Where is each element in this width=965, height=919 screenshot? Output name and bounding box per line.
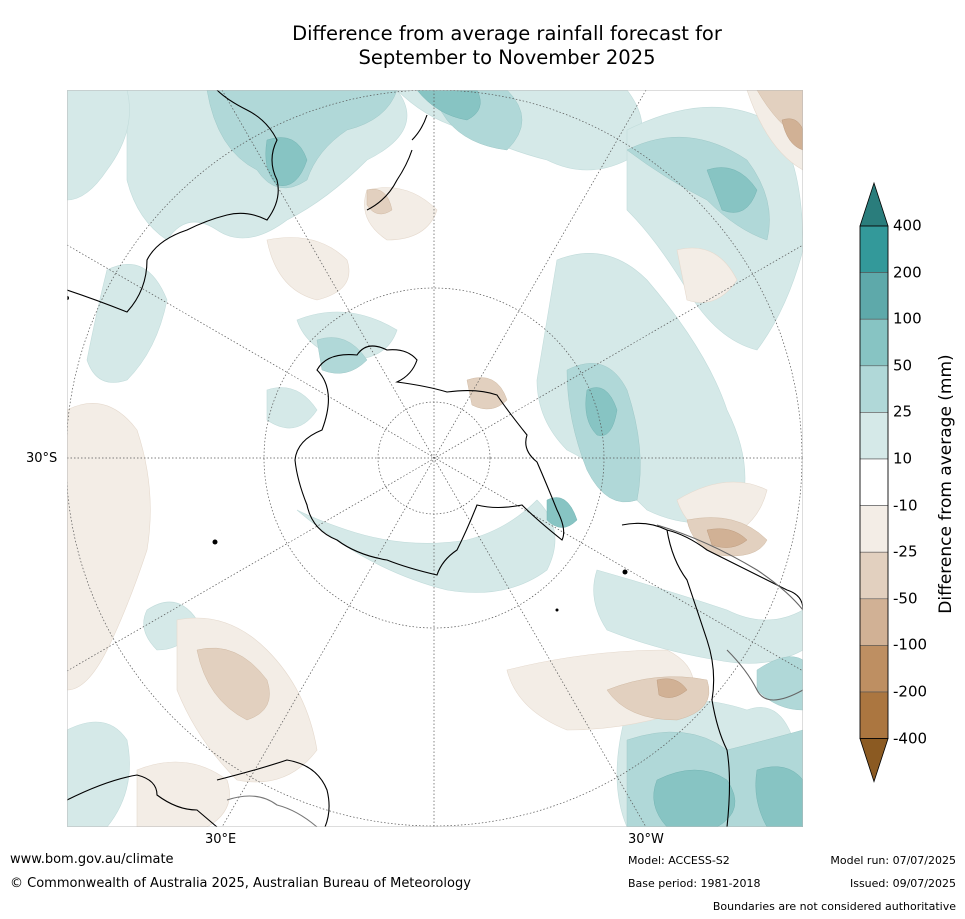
anomaly-wet-strong xyxy=(265,90,803,827)
colorbar-tick-label: -10 xyxy=(893,496,918,515)
south-america-border xyxy=(656,524,803,701)
disclaimer-text: Boundaries are not considered authoritat… xyxy=(712,900,956,913)
lat-label-30s: 30°S xyxy=(26,451,58,466)
colorbar xyxy=(856,180,965,784)
colorbar-band xyxy=(859,598,889,646)
model-run-text: Model run: 07/07/2025 xyxy=(830,854,956,867)
colorbar-band xyxy=(859,505,889,553)
colorbar-band xyxy=(859,272,889,320)
graticule xyxy=(67,90,803,827)
colorbar-band xyxy=(859,318,889,367)
colorbar-tick-label: 50 xyxy=(893,356,913,375)
africa-coastline xyxy=(67,759,330,827)
issued-text: Issued: 09/07/2025 xyxy=(849,877,956,890)
colorbar-extend-bottom xyxy=(859,738,889,783)
colorbar-tick-label: -100 xyxy=(893,635,928,654)
anomaly-dry-strong xyxy=(656,118,803,698)
map-title: Difference from average rainfall forecas… xyxy=(0,22,965,70)
colorbar-title: Difference from average (mm) xyxy=(936,354,956,614)
website-text: www.bom.gov.au/climate xyxy=(10,852,174,867)
rainfall-map xyxy=(67,90,803,827)
colorbar-outline xyxy=(859,225,889,739)
new-zealand-coastline xyxy=(366,114,428,211)
map-canvas xyxy=(67,90,803,827)
colorbar-band xyxy=(859,645,889,693)
colorbar-tick-label: -25 xyxy=(893,542,918,561)
south-america-coastline xyxy=(621,522,803,827)
colorbar-band xyxy=(859,412,889,460)
colorbar-svg xyxy=(859,181,889,783)
colorbar-tick-label: -50 xyxy=(893,589,918,608)
copyright-text: © Commonwealth of Australia 2025, Austra… xyxy=(10,876,471,891)
lon-label-30w: 30°W xyxy=(628,832,664,847)
islands xyxy=(67,296,628,612)
colorbar-tick-label: 200 xyxy=(893,263,922,282)
colorbar-extend-top xyxy=(859,181,889,227)
colorbar-band xyxy=(859,225,889,273)
lon-label-30e: 30°E xyxy=(205,832,237,847)
base-period-text: Base period: 1981-2018 xyxy=(628,877,761,890)
australia-coastline xyxy=(67,90,279,313)
colorbar-band xyxy=(859,551,889,600)
map-border xyxy=(67,90,803,827)
title-line-1: Difference from average rainfall forecas… xyxy=(292,22,722,45)
colorbar-tick-label: 25 xyxy=(893,402,913,421)
africa-border xyxy=(226,795,318,827)
colorbar-band xyxy=(859,458,889,506)
model-text: Model: ACCESS-S2 xyxy=(628,854,730,867)
colorbar-tick-label: -200 xyxy=(893,682,928,701)
colorbar-band xyxy=(859,691,889,739)
colorbar-tick-label: 10 xyxy=(893,449,913,468)
colorbar-band xyxy=(859,365,889,413)
colorbar-tick-label: -400 xyxy=(893,729,928,748)
colorbar-tick-label: 100 xyxy=(893,309,922,328)
antarctica-coastline xyxy=(294,345,565,576)
colorbar-tick-label: 400 xyxy=(893,216,922,235)
title-line-2: September to November 2025 xyxy=(358,46,656,69)
